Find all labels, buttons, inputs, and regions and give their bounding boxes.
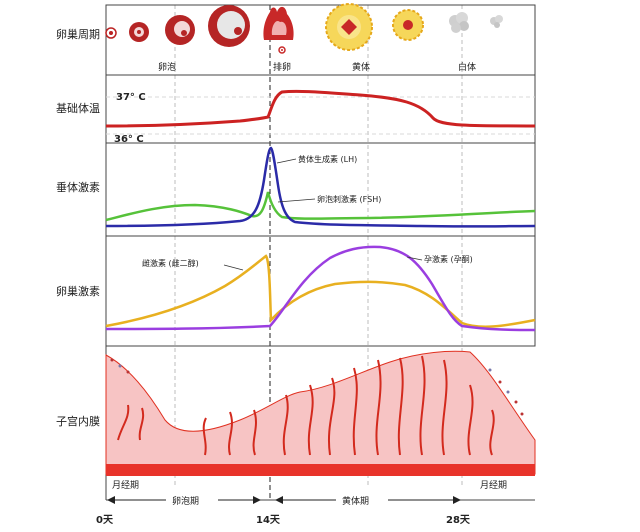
progesterone-curve — [105, 245, 536, 332]
follicle-stage-4 — [208, 5, 250, 47]
estrogen-curve — [105, 254, 536, 328]
follicle-stage-2 — [129, 22, 149, 42]
estrogen-label: 雌激素 (雌二醇) — [142, 258, 199, 268]
follicle-stage-3 — [165, 15, 195, 45]
phase-label-corpus-albicans: 白体 — [458, 61, 476, 73]
temp-label-37: 37° C — [116, 92, 146, 103]
day-label-14: 14天 — [256, 514, 281, 526]
row-label-ovarian-cycle: 卵巢周期 — [56, 28, 100, 41]
luteal-phase-label: 黄体期 — [342, 495, 369, 507]
fsh-label: 卵泡刺激素 (FSH) — [317, 194, 381, 204]
temp-label-36: 36° C — [114, 134, 144, 145]
progesterone-label: 孕激素 (孕酮) — [424, 254, 473, 264]
fsh-curve — [105, 191, 536, 222]
basal-temperature-curve — [105, 89, 536, 128]
follicle-stage-1 — [105, 27, 117, 39]
follicular-phase-label: 卵泡期 — [172, 495, 199, 507]
phase-label-corpus-luteum: 黄体 — [352, 61, 370, 73]
row-label-basal-temp: 基础体温 — [56, 101, 100, 115]
ovulating-follicle — [263, 6, 294, 54]
day-label-28: 28天 — [446, 514, 471, 526]
corpus-albicans-large — [449, 12, 469, 33]
lh-curve — [105, 146, 536, 228]
menses-label-right: 月经期 — [480, 479, 507, 491]
lh-label: 黄体生成素 (LH) — [298, 154, 357, 164]
corpus-luteum-large — [325, 3, 373, 51]
phase-label-ovulation: 排卵 — [273, 61, 291, 73]
row-label-endometrium: 子宫内膜 — [56, 414, 100, 428]
endometrium-illustration — [105, 350, 536, 476]
menses-label-left: 月经期 — [112, 479, 139, 491]
corpus-luteum-small — [392, 9, 424, 41]
panel-ovarian-hormone — [105, 235, 536, 347]
row-label-pituitary: 垂体激素 — [56, 180, 100, 194]
corpus-albicans-small — [490, 15, 503, 28]
day-label-0: 0天 — [96, 514, 114, 526]
row-label-ovarian-hormone: 卵巢激素 — [56, 284, 100, 298]
phase-label-follicle: 卵泡 — [158, 61, 176, 73]
panel-basal-temp — [105, 74, 536, 144]
